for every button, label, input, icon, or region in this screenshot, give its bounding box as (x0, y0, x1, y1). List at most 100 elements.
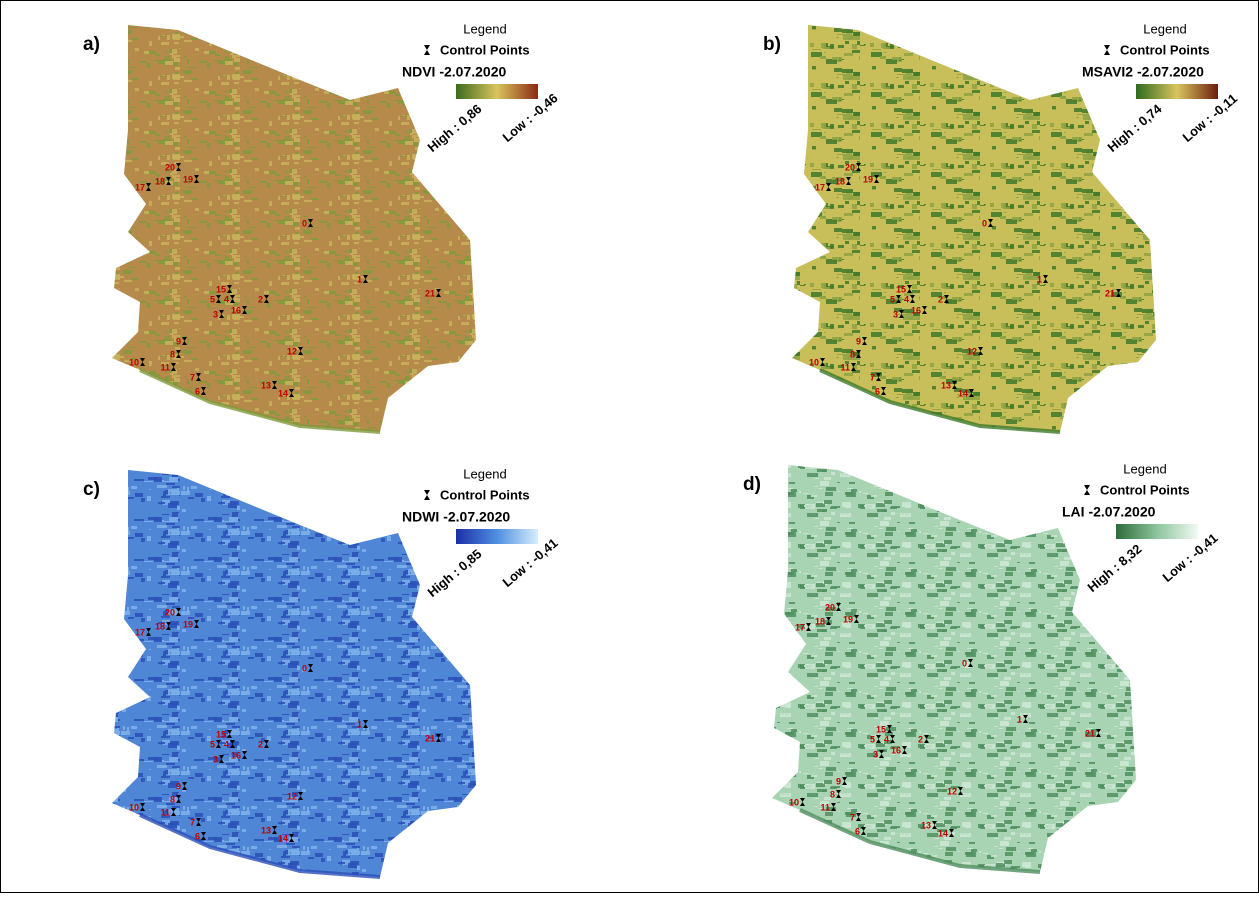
point-label: 1 (357, 719, 362, 729)
point-label: 11 (160, 362, 170, 372)
point-label: 5 (870, 734, 875, 744)
point-label: 16 (231, 750, 241, 760)
point-label: 7 (190, 372, 195, 382)
point-label: 21 (425, 288, 435, 298)
point-label: 19 (183, 174, 193, 184)
point-label: 21 (1105, 288, 1115, 298)
legend-label: Control Points (1100, 482, 1190, 497)
point-label: 16 (911, 305, 921, 315)
point-label: 17 (815, 182, 825, 192)
legend-label: Control Points (440, 487, 530, 502)
point-label: 2 (938, 294, 943, 304)
index-title: MSAVI2 -2.07.2020 (1082, 64, 1204, 80)
point-label: 6 (855, 826, 860, 836)
point-label: 1 (1037, 274, 1042, 284)
point-label: 2 (258, 294, 263, 304)
point-label: 1 (1017, 714, 1022, 724)
point-label: 14 (938, 828, 948, 838)
point-label: 20 (845, 162, 855, 172)
point-label: 3 (213, 309, 218, 319)
point-label: 21 (1085, 728, 1095, 738)
point-label: 16 (231, 305, 241, 315)
point-label: 13 (261, 380, 271, 390)
legend-title: Legend (1143, 21, 1186, 36)
index-title: NDVI -2.07.2020 (402, 64, 506, 80)
point-label: 11 (840, 362, 850, 372)
point-label: 5 (890, 294, 895, 304)
point-label: 12 (967, 346, 977, 356)
point-label: 16 (891, 745, 901, 755)
legend-label: Control Points (440, 42, 530, 57)
point-label: 13 (941, 380, 951, 390)
color-bar (1136, 84, 1218, 99)
legend-title: Legend (463, 466, 506, 481)
point-label: 15 (896, 284, 906, 294)
legend-label: Control Points (1120, 42, 1210, 57)
point-label: 2 (918, 734, 923, 744)
point-label: 4 (224, 294, 229, 304)
point-label: 8 (850, 349, 855, 359)
point-label: 7 (870, 372, 875, 382)
point-label: 19 (843, 614, 853, 624)
point-label: 8 (830, 789, 835, 799)
point-label: 5 (210, 739, 215, 749)
point-label: 11 (160, 807, 170, 817)
point-label: 4 (904, 294, 909, 304)
point-label: 13 (261, 825, 271, 835)
point-label: 21 (425, 733, 435, 743)
point-label: 0 (982, 218, 987, 228)
panel-letter: d) (743, 474, 761, 495)
point-label: 6 (195, 386, 200, 396)
point-label: 3 (213, 754, 218, 764)
figure: a)LegendControl PointsNDVI -2.07.2020Hig… (0, 0, 1259, 893)
point-label: 15 (216, 729, 226, 739)
point-label: 19 (183, 619, 193, 629)
point-label: 7 (190, 817, 195, 827)
point-label: 8 (170, 349, 175, 359)
point-label: 5 (210, 294, 215, 304)
color-bar (456, 529, 538, 544)
point-label: 12 (287, 791, 297, 801)
color-bar (456, 84, 538, 99)
point-label: 11 (820, 802, 830, 812)
point-label: 1 (357, 274, 362, 284)
color-bar (1116, 524, 1198, 539)
point-label: 10 (129, 802, 139, 812)
panel-letter: b) (763, 34, 781, 55)
point-label: 7 (850, 812, 855, 822)
point-label: 18 (815, 616, 825, 626)
panel-letter: a) (83, 34, 100, 55)
point-label: 2 (258, 739, 263, 749)
point-label: 0 (302, 663, 307, 673)
point-label: 14 (278, 388, 288, 398)
point-label: 9 (176, 781, 181, 791)
point-label: 10 (129, 357, 139, 367)
point-label: 20 (825, 602, 835, 612)
point-label: 6 (875, 386, 880, 396)
point-label: 10 (789, 797, 799, 807)
point-label: 14 (278, 833, 288, 843)
point-label: 17 (135, 627, 145, 637)
legend-title: Legend (1123, 461, 1166, 476)
point-label: 20 (165, 607, 175, 617)
point-label: 18 (155, 176, 165, 186)
point-label: 4 (224, 739, 229, 749)
point-label: 15 (876, 724, 886, 734)
point-label: 3 (873, 749, 878, 759)
panel-letter: c) (83, 479, 100, 500)
point-label: 0 (302, 218, 307, 228)
point-label: 8 (170, 794, 175, 804)
index-title: LAI -2.07.2020 (1062, 504, 1156, 520)
point-label: 14 (958, 388, 968, 398)
point-label: 3 (893, 309, 898, 319)
point-label: 9 (856, 336, 861, 346)
point-label: 4 (884, 734, 889, 744)
point-label: 19 (863, 174, 873, 184)
point-label: 20 (165, 162, 175, 172)
point-label: 9 (176, 336, 181, 346)
point-label: 13 (921, 820, 931, 830)
point-label: 12 (287, 346, 297, 356)
point-label: 10 (809, 357, 819, 367)
index-title: NDWI -2.07.2020 (402, 509, 510, 525)
point-label: 15 (216, 284, 226, 294)
